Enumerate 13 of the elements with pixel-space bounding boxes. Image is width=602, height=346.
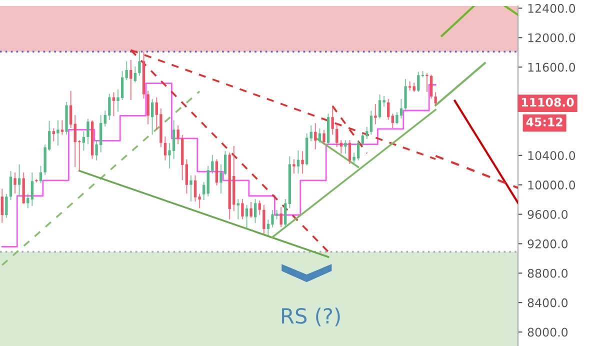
text: 11108.0 bbox=[522, 98, 574, 107]
y-tick-label: 8800.0 bbox=[528, 268, 568, 278]
y-tick-label: 9600.0 bbox=[528, 210, 568, 219]
band-label: RS (?) bbox=[282, 308, 340, 326]
y-tick-label: 12400.0 bbox=[528, 4, 576, 13]
y-tick-label: 10400.0 bbox=[528, 151, 576, 160]
y-tick-label: 8000.0 bbox=[528, 328, 568, 337]
y-tick-label: 12000.0 bbox=[528, 33, 576, 42]
y-tick-label: 9200.0 bbox=[528, 239, 568, 248]
y-tick-label: 10000.0 bbox=[528, 180, 576, 190]
y-tick-label: 11600.0 bbox=[528, 62, 576, 72]
y-tick-label: 8400.0 bbox=[528, 298, 568, 308]
text: 45:12 bbox=[526, 118, 562, 126]
